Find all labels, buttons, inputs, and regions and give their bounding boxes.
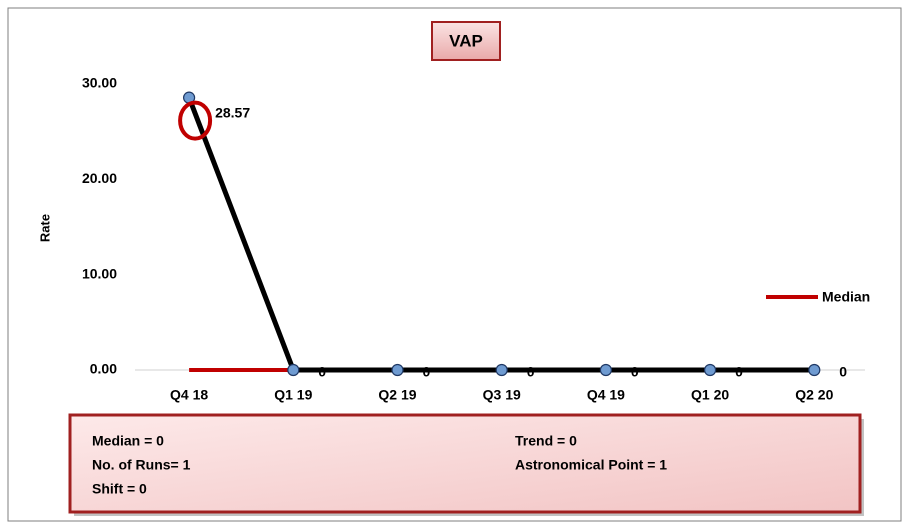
x-tick-label: Q1 20 bbox=[691, 387, 729, 403]
stat-text: Median = 0 bbox=[92, 433, 164, 449]
data-label: 0 bbox=[631, 364, 639, 380]
x-tick-label: Q2 20 bbox=[795, 387, 833, 403]
point-marker bbox=[495, 363, 508, 377]
point-marker bbox=[808, 363, 821, 377]
y-axis-label: Rate bbox=[37, 214, 52, 242]
x-tick-label: Q4 18 bbox=[170, 387, 208, 403]
title-box bbox=[431, 21, 501, 61]
data-label: 0 bbox=[527, 364, 535, 380]
point-marker bbox=[599, 363, 613, 377]
stat-text: Trend = 0 bbox=[515, 433, 577, 449]
stat-text: Astronomical Point = 1 bbox=[515, 457, 667, 473]
point-marker bbox=[287, 363, 300, 377]
y-tick-label: 30.00 bbox=[82, 75, 117, 91]
point-marker bbox=[703, 363, 717, 377]
x-tick-label: Q2 19 bbox=[378, 387, 416, 403]
x-tick-label: Q1 19 bbox=[274, 387, 312, 403]
legend-label: Median bbox=[822, 289, 870, 305]
chart-title: VAP bbox=[449, 31, 483, 50]
y-tick-label: 10.00 bbox=[82, 265, 117, 281]
data-label: 28.57 bbox=[215, 104, 250, 120]
stats-box bbox=[68, 413, 862, 514]
y-tick-label: 20.00 bbox=[82, 170, 117, 186]
stat-text: No. of Runs= 1 bbox=[92, 457, 191, 473]
data-label: 0 bbox=[318, 364, 326, 380]
stat-text: Shift = 0 bbox=[92, 481, 147, 497]
point-marker bbox=[391, 363, 404, 377]
data-label: 0 bbox=[423, 364, 431, 380]
highlight-ring bbox=[178, 100, 213, 141]
x-tick-label: Q3 19 bbox=[483, 387, 521, 403]
x-tick-label: Q4 19 bbox=[587, 387, 625, 403]
data-label: 0 bbox=[839, 364, 847, 380]
y-tick-label: 0.00 bbox=[90, 361, 117, 377]
data-label: 0 bbox=[735, 364, 743, 380]
